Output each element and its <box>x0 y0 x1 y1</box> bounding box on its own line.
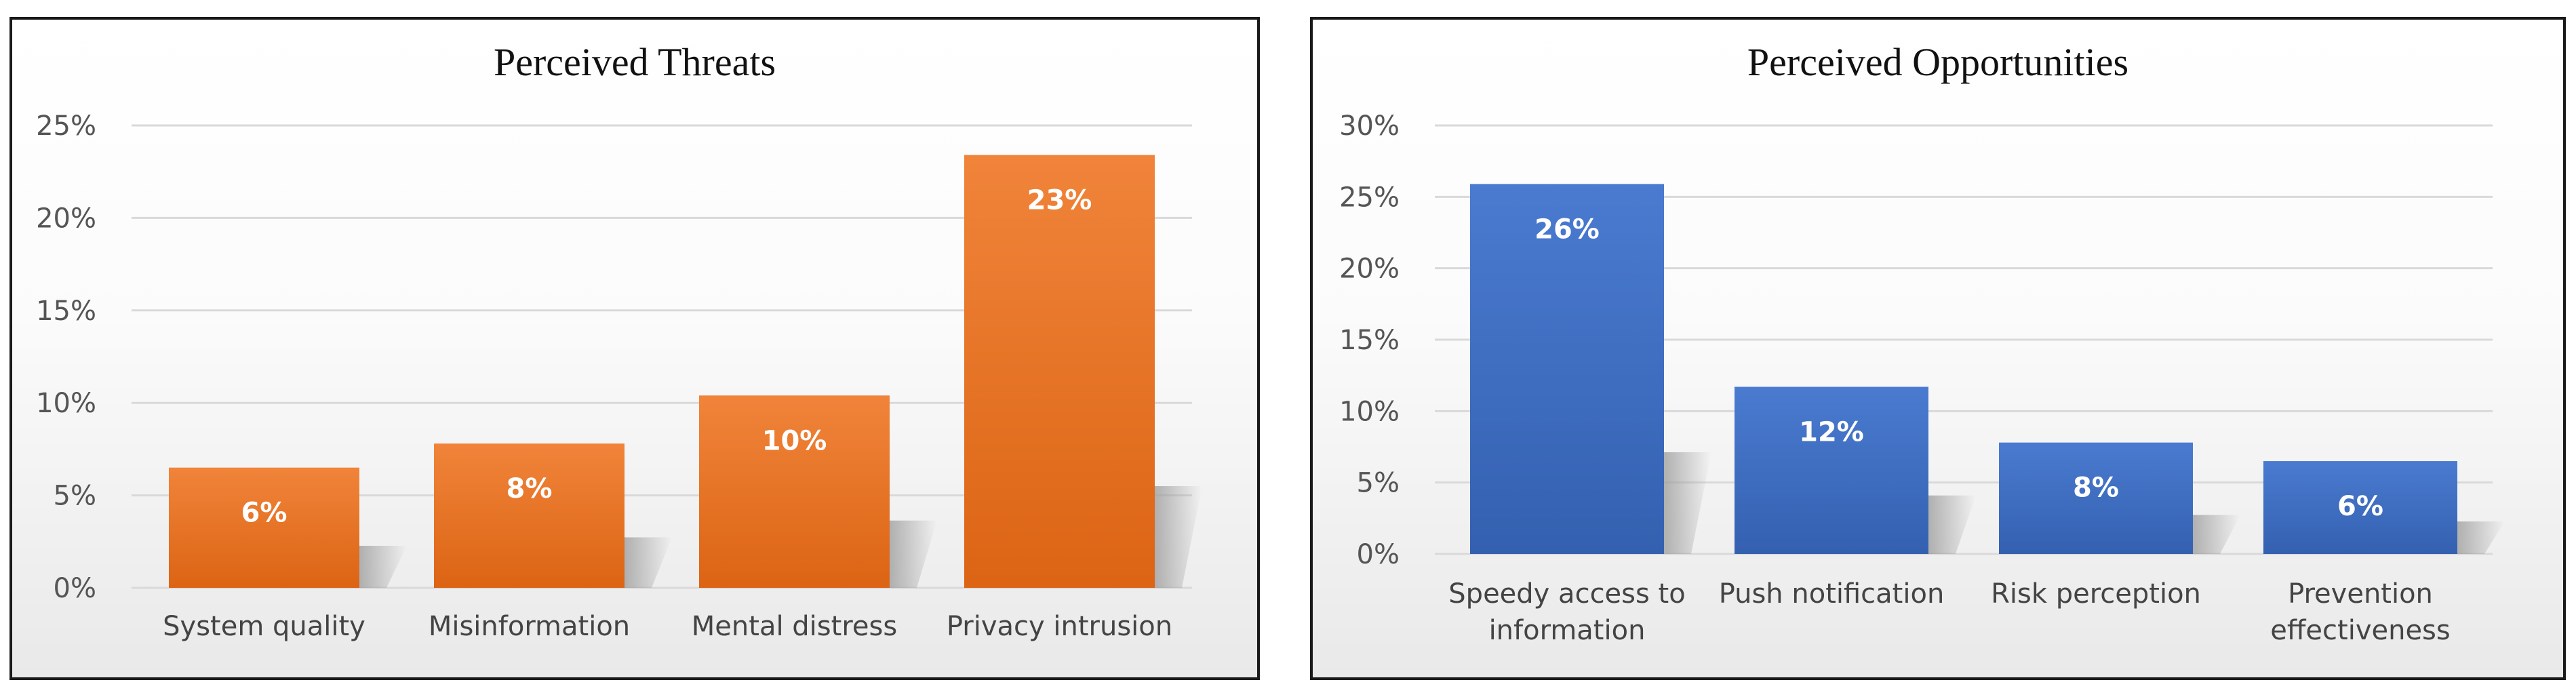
category-label: Mental distress <box>692 611 897 642</box>
bar <box>699 395 890 588</box>
bar-shadow <box>1664 452 1711 554</box>
y-tick-label: 20% <box>1339 254 1400 285</box>
category-label: Misinformation <box>429 611 630 642</box>
chart-title: Perceived Opportunities <box>1747 40 2128 84</box>
bar <box>1999 442 2193 554</box>
y-tick-label: 10% <box>36 388 96 419</box>
data-label: 10% <box>762 425 827 456</box>
chart-title: Perceived Threats <box>494 40 776 84</box>
category-label: Risk perception <box>1991 578 2201 610</box>
bar <box>1735 386 1928 554</box>
data-label: 8% <box>507 473 553 504</box>
data-label: 26% <box>1534 214 1600 245</box>
y-tick-label: 25% <box>36 111 96 142</box>
category-label: Push notification <box>1719 578 1945 610</box>
bar-shadow <box>625 537 672 588</box>
y-tick-label: 10% <box>1339 396 1400 427</box>
data-label: 8% <box>2073 473 2119 504</box>
bar <box>434 443 625 588</box>
category-label: Prevention effectiveness <box>2270 578 2451 646</box>
perceived-threats-chart: Perceived Threats 0% 5% 10% 15% 20% 25% 6% Syst… <box>9 17 1260 680</box>
bar-shadow <box>890 520 937 588</box>
y-tick-label: 5% <box>54 481 96 512</box>
data-label: 23% <box>1027 185 1092 216</box>
y-tick-label: 0% <box>1357 539 1400 570</box>
category-label: Privacy intrusion <box>947 611 1172 642</box>
y-tick-label: 15% <box>1339 325 1400 356</box>
category-label: Speedy access to information <box>1448 578 1685 646</box>
bar <box>1470 184 1664 554</box>
category-label: System quality <box>163 611 365 642</box>
y-tick-label: 0% <box>54 573 96 604</box>
y-tick-label: 5% <box>1357 468 1400 499</box>
bar <box>964 155 1155 588</box>
bar-shadow <box>359 545 407 588</box>
data-label: 12% <box>1799 417 1864 448</box>
y-tick-label: 30% <box>1339 111 1400 142</box>
y-tick-label: 25% <box>1339 182 1400 213</box>
bar-shadow <box>1928 495 1976 554</box>
data-label: 6% <box>2337 491 2383 522</box>
bar <box>169 467 359 588</box>
bar-shadow <box>1155 486 1202 588</box>
y-tick-label: 15% <box>36 296 96 327</box>
data-label: 6% <box>241 498 288 529</box>
perceived-opportunities-svg: Perceived Opportunities 0% 5% 10% 15% 20% 25%… <box>1339 40 2505 646</box>
perceived-threats-svg: Perceived Threats 0% 5% 10% 15% 20% 25% 6% Syst… <box>36 40 1202 642</box>
bar-shadow <box>2193 515 2240 554</box>
bar-shadow <box>2457 521 2505 554</box>
bar <box>2263 461 2457 554</box>
y-tick-label: 20% <box>36 203 96 234</box>
perceived-opportunities-chart: Perceived Opportunities 0% 5% 10% 15% 20% 25%… <box>1310 17 2566 680</box>
